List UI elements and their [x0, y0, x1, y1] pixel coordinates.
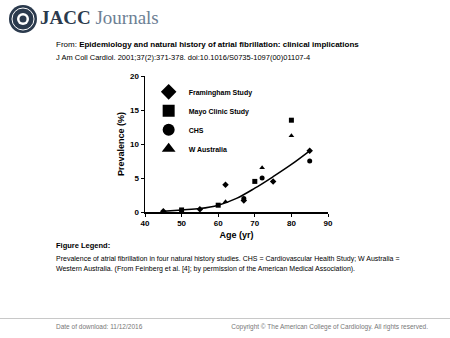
html-text:Prevalence of atrial fibrillat: Prevalence of atrial fibrillation in fou… — [56, 255, 400, 272]
html-text:JACC Journals: JACC Journals — [40, 7, 159, 28]
html-text:From: Epidemiology and natural: From: Epidemiology and natural history o… — [56, 40, 359, 49]
svg-text:0: 0 — [134, 208, 139, 217]
svg-text:60: 60 — [214, 219, 223, 228]
svg-text:Age (yr): Age (yr) — [219, 230, 253, 240]
html-text:Figure Legend:: Figure Legend: — [56, 241, 111, 250]
svg-text:W Australia: W Australia — [189, 146, 227, 153]
html-text:J Am Coll Cardiol. 2001;37(2):: J Am Coll Cardiol. 2001;37(2):371-378. d… — [56, 53, 311, 62]
html-text:Date of download: 11/12/2016: Date of download: 11/12/2016 — [56, 323, 143, 330]
svg-text:CHS: CHS — [189, 127, 204, 134]
svg-text:5: 5 — [134, 174, 139, 183]
svg-text:Framingham Study: Framingham Study — [189, 89, 253, 97]
svg-text:90: 90 — [324, 219, 333, 228]
svg-text:40: 40 — [141, 219, 150, 228]
svg-text:70: 70 — [250, 219, 259, 228]
html-text:Copyright © The American Colle: Copyright © The American College of Card… — [231, 323, 428, 330]
svg-text:15: 15 — [130, 106, 139, 115]
svg-text:50: 50 — [177, 219, 186, 228]
svg-text:20: 20 — [130, 72, 139, 81]
svg-text:Prevalence (%): Prevalence (%) — [116, 112, 126, 176]
svg-text:Mayo Clinic Study: Mayo Clinic Study — [189, 108, 249, 116]
svg-text:10: 10 — [130, 140, 139, 149]
svg-text:80: 80 — [287, 219, 296, 228]
